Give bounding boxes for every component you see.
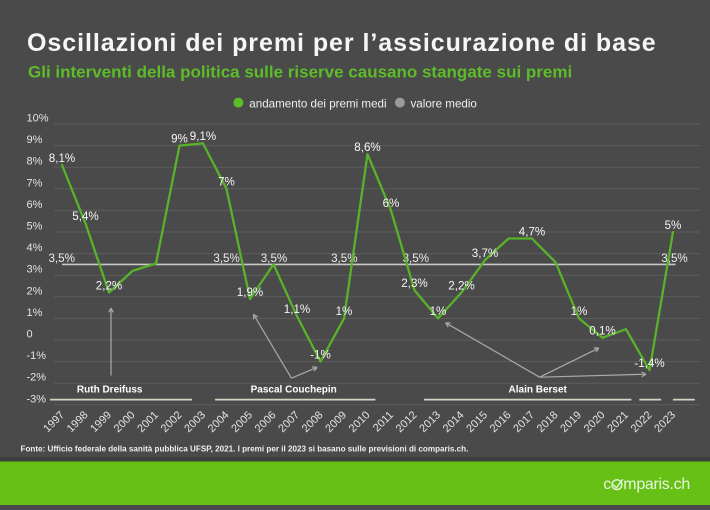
svg-text:1%: 1% (27, 307, 43, 319)
svg-text:c: c (603, 476, 611, 493)
svg-text:Fonte: Ufficio federale della: Fonte: Ufficio federale della sanità pub… (21, 444, 469, 453)
svg-text:2%: 2% (27, 285, 43, 297)
svg-text:5,4%: 5,4% (72, 210, 98, 223)
svg-text:9%: 9% (27, 134, 43, 146)
svg-text:1%: 1% (571, 305, 588, 318)
svg-text:mparis.ch: mparis.ch (623, 476, 690, 493)
svg-text:1%: 1% (430, 305, 447, 318)
svg-text:0: 0 (27, 329, 33, 341)
svg-text:5%: 5% (665, 219, 682, 232)
svg-text:9,1%: 9,1% (190, 130, 216, 143)
svg-text:1,9%: 1,9% (237, 286, 263, 299)
svg-text:4,7%: 4,7% (519, 225, 545, 238)
svg-text:-3%: -3% (27, 393, 47, 405)
svg-text:8,1%: 8,1% (49, 152, 75, 165)
svg-text:0,1%: 0,1% (589, 325, 615, 338)
svg-text:6%: 6% (383, 197, 400, 210)
svg-text:-1%: -1% (27, 350, 47, 362)
svg-text:-2%: -2% (27, 372, 47, 384)
svg-text:valore medio: valore medio (411, 98, 477, 111)
svg-text:9%: 9% (171, 132, 188, 145)
svg-text:3,5%: 3,5% (261, 252, 287, 265)
svg-text:5%: 5% (27, 221, 43, 233)
svg-text:Gli interventi della politica: Gli interventi della politica sulle rise… (28, 63, 572, 82)
svg-text:3,5%: 3,5% (48, 252, 74, 265)
svg-text:1,1%: 1,1% (284, 303, 310, 316)
svg-text:6%: 6% (27, 199, 43, 211)
svg-text:7%: 7% (27, 177, 43, 189)
svg-text:Ruth Dreifuss: Ruth Dreifuss (77, 385, 143, 396)
svg-text:Pascal Couchepin: Pascal Couchepin (251, 385, 337, 396)
svg-text:-1%: -1% (310, 348, 331, 361)
svg-text:7%: 7% (218, 176, 235, 189)
svg-text:Oscillazioni dei premi per l’a: Oscillazioni dei premi per l’assicurazio… (27, 29, 657, 57)
svg-text:3,5%: 3,5% (213, 252, 239, 265)
svg-text:3%: 3% (27, 264, 43, 276)
svg-text:3,7%: 3,7% (472, 247, 498, 260)
svg-text:-1,4%: -1,4% (634, 357, 664, 370)
svg-text:4%: 4% (27, 242, 43, 254)
svg-text:Alain Berset: Alain Berset (509, 385, 568, 396)
svg-text:1%: 1% (336, 305, 353, 318)
svg-text:10%: 10% (27, 113, 49, 125)
svg-text:2,2%: 2,2% (96, 279, 122, 292)
svg-text:3,5%: 3,5% (661, 252, 687, 265)
svg-text:2,2%: 2,2% (448, 279, 474, 292)
svg-text:8,6%: 8,6% (354, 141, 380, 154)
svg-text:andamento dei premi medi: andamento dei premi medi (249, 98, 386, 111)
svg-text:8%: 8% (27, 156, 43, 168)
svg-text:2,3%: 2,3% (401, 277, 427, 290)
